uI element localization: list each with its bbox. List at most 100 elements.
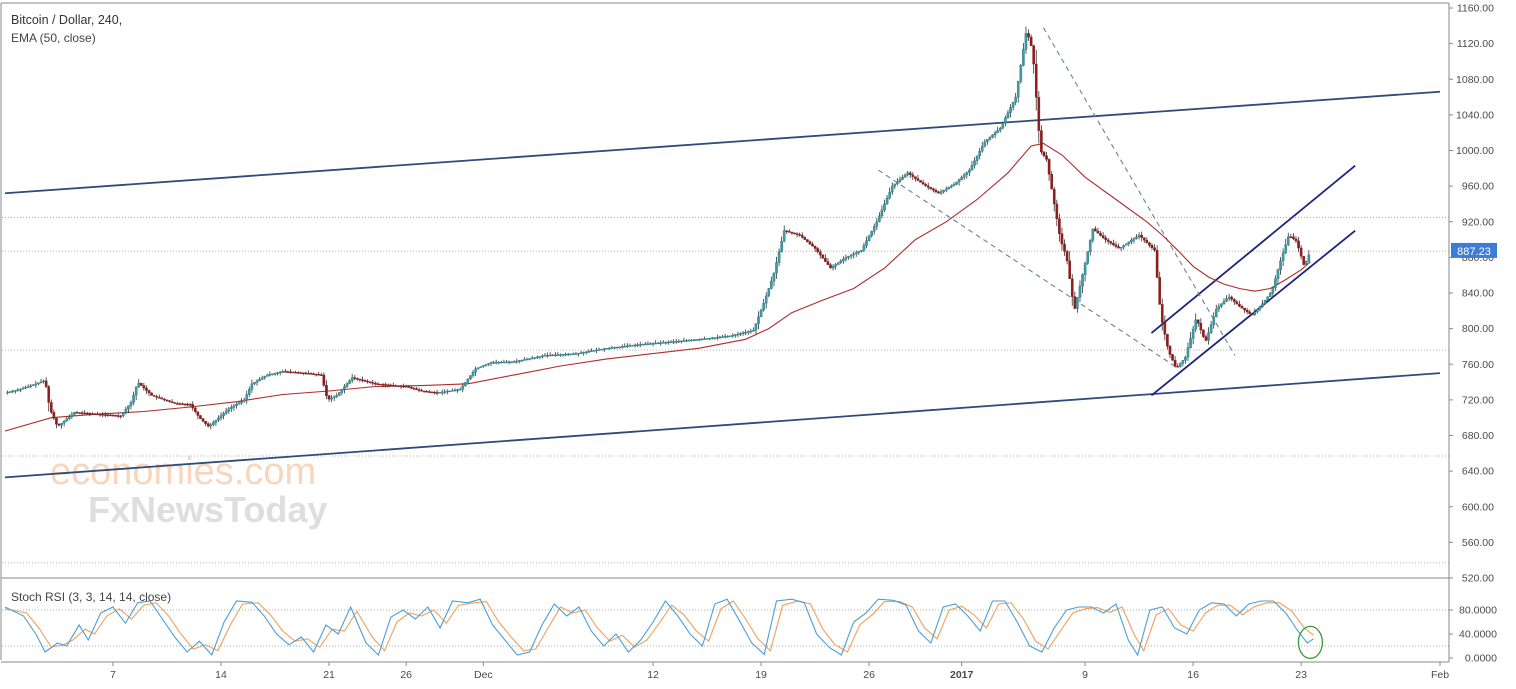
candle-489 bbox=[1263, 299, 1267, 305]
candle-53 bbox=[142, 382, 146, 391]
candle-body-153 bbox=[399, 385, 403, 388]
candle-body-6 bbox=[21, 388, 25, 390]
candle-477 bbox=[1232, 297, 1236, 305]
candle-body-436 bbox=[1127, 241, 1131, 244]
time-axis[interactable]: 7 14 21 26 Dec 12 19 26 2017 9 16 23 Feb bbox=[110, 662, 1449, 681]
stoch-tick-label-0: 80.0000 bbox=[1459, 605, 1497, 617]
candle-body-212 bbox=[551, 354, 555, 357]
candle-245 bbox=[636, 342, 639, 348]
candle-499 bbox=[1289, 233, 1293, 239]
candle-body-175 bbox=[456, 389, 459, 391]
candle-body-382 bbox=[988, 136, 992, 140]
candle-body-322 bbox=[834, 264, 837, 267]
candle-body-0 bbox=[6, 391, 9, 394]
candle-body-368 bbox=[952, 184, 956, 187]
candle-body-226 bbox=[587, 351, 591, 353]
candle-body-32 bbox=[88, 413, 92, 415]
candle-body-179 bbox=[466, 378, 470, 383]
candle-240 bbox=[623, 343, 627, 348]
candle-body-17 bbox=[49, 402, 53, 413]
candle-body-44 bbox=[119, 415, 123, 417]
candle-body-297 bbox=[770, 280, 773, 289]
candle-body-295 bbox=[764, 295, 768, 304]
candle-body-149 bbox=[389, 384, 393, 387]
candle-491 bbox=[1268, 291, 1272, 298]
candle-72 bbox=[191, 401, 195, 411]
candle-body-190 bbox=[494, 362, 498, 364]
price-tick-label-5: 960.00 bbox=[1462, 181, 1494, 193]
candle-body-363 bbox=[939, 191, 943, 194]
candle-body-67 bbox=[178, 403, 182, 405]
candle-body-350 bbox=[906, 172, 909, 176]
candle-body-62 bbox=[165, 399, 169, 402]
candle-body-454 bbox=[1173, 360, 1177, 367]
candle-body-367 bbox=[950, 185, 953, 188]
candle-139 bbox=[363, 379, 367, 383]
candle-body-242 bbox=[628, 345, 632, 347]
candle-body-165 bbox=[430, 391, 434, 394]
candle-501 bbox=[1294, 236, 1298, 243]
candle-body-161 bbox=[420, 390, 423, 392]
candle-466 bbox=[1204, 334, 1208, 342]
candle-469 bbox=[1212, 312, 1215, 329]
candle-body-121 bbox=[317, 374, 321, 376]
candle-body-133 bbox=[348, 380, 351, 384]
candle-323 bbox=[836, 262, 840, 266]
candle-body-4 bbox=[16, 389, 20, 391]
candle-156 bbox=[407, 385, 411, 388]
candle-body-217 bbox=[564, 353, 567, 356]
candle-body-434 bbox=[1122, 245, 1125, 248]
candle-body-233 bbox=[605, 348, 609, 350]
candle-266 bbox=[690, 338, 693, 342]
candle-body-282 bbox=[731, 334, 735, 337]
candle-302 bbox=[782, 225, 786, 243]
candle-56 bbox=[150, 392, 153, 396]
candle-89 bbox=[235, 402, 238, 409]
stoch-rsi-panel bbox=[2, 598, 1449, 657]
candle-147 bbox=[384, 382, 387, 388]
candle-body-220 bbox=[572, 353, 575, 355]
candle-436 bbox=[1127, 241, 1131, 247]
candle-450 bbox=[1163, 315, 1167, 341]
candle-212 bbox=[551, 354, 555, 357]
price-tick-label-6: 920.00 bbox=[1462, 216, 1494, 228]
candle-body-104 bbox=[273, 372, 277, 375]
candle-body-467 bbox=[1207, 332, 1210, 341]
candle-373 bbox=[965, 171, 969, 179]
candle-345 bbox=[893, 183, 897, 190]
candle-body-204 bbox=[530, 357, 534, 360]
candle-body-465 bbox=[1202, 329, 1205, 337]
candle-417 bbox=[1078, 280, 1082, 302]
candle-48 bbox=[129, 400, 133, 410]
candle-282 bbox=[731, 333, 735, 338]
candle-body-7 bbox=[24, 387, 27, 389]
candle-287 bbox=[744, 329, 747, 336]
time-tick-label-2: 21 bbox=[323, 669, 335, 681]
candle-body-193 bbox=[502, 361, 506, 364]
candle-body-225 bbox=[584, 351, 588, 353]
candle-191 bbox=[497, 361, 501, 365]
candle-body-252 bbox=[654, 342, 657, 345]
candle-body-357 bbox=[924, 184, 927, 187]
candle-body-227 bbox=[590, 350, 593, 353]
candle-347 bbox=[898, 176, 902, 184]
candle-187 bbox=[487, 363, 490, 366]
candle-401 bbox=[1037, 91, 1041, 144]
candle-9 bbox=[29, 383, 33, 389]
candle-138 bbox=[361, 376, 364, 383]
candle-body-246 bbox=[638, 344, 642, 346]
candle-body-76 bbox=[201, 418, 205, 422]
candle-5 bbox=[19, 388, 22, 393]
candle-body-373 bbox=[965, 172, 969, 176]
candle-body-308 bbox=[798, 234, 801, 236]
candle-body-380 bbox=[983, 141, 987, 147]
candle-body-304 bbox=[788, 231, 791, 233]
candle-116 bbox=[304, 371, 308, 375]
trendline-5 bbox=[1042, 27, 1236, 356]
candle-327 bbox=[847, 255, 850, 260]
candle-body-271 bbox=[703, 338, 706, 340]
candle-body-91 bbox=[240, 401, 243, 404]
candle-443 bbox=[1145, 237, 1149, 244]
candle-348 bbox=[901, 174, 904, 181]
candle-3 bbox=[13, 390, 17, 394]
